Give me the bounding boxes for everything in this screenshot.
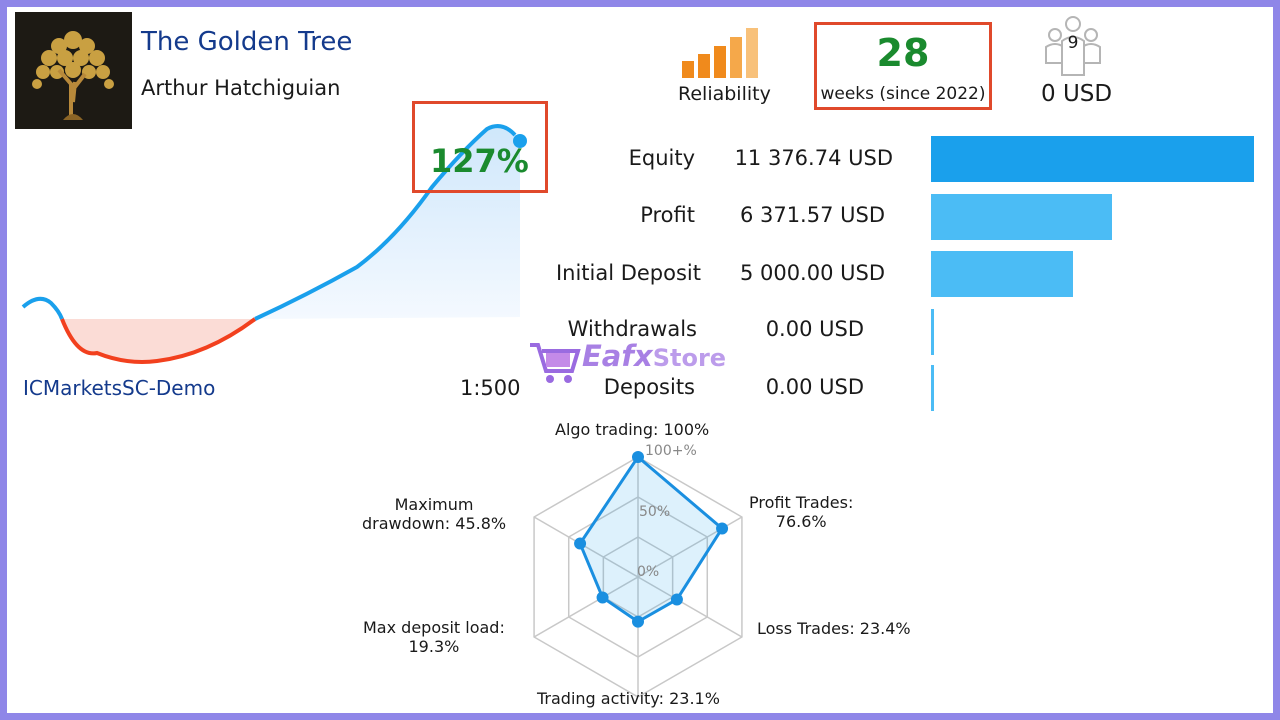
stat-value-withdrawals: 0.00 USD xyxy=(765,317,864,341)
weeks-number: 28 xyxy=(876,31,930,75)
stat-label-deposits: Deposits xyxy=(603,375,695,399)
weeks-counter-box: 28 weeks (since 2022) xyxy=(814,22,992,110)
drawdown-area xyxy=(62,319,255,362)
growth-endpoint[interactable] xyxy=(513,134,527,148)
growth-chart[interactable] xyxy=(7,107,537,377)
stat-bar-deposits xyxy=(931,365,934,411)
radar-spoke-5 xyxy=(533,516,639,578)
signal-card: The Golden Tree Arthur Hatchiguian Relia… xyxy=(7,7,1273,713)
radar-label-loss-trades: Loss Trades: 23.4% xyxy=(757,619,911,638)
radar-spoke-2 xyxy=(637,576,743,638)
radar-chart xyxy=(533,451,743,697)
radar-point-2[interactable] xyxy=(670,593,683,606)
radar-scale-0: 0% xyxy=(637,564,660,580)
stat-value-deposits: 0.00 USD xyxy=(765,375,864,399)
growth-line xyxy=(254,124,517,321)
watermark-brand: Eafx xyxy=(582,339,653,373)
stat-label-profit: Profit xyxy=(640,203,695,227)
radar-point-3[interactable] xyxy=(632,615,644,628)
subscribers-count: 9 xyxy=(1067,33,1079,53)
growth-area xyxy=(255,126,520,319)
golden-tree-icon xyxy=(15,12,132,129)
broker-server[interactable]: ICMarketsSC-Demo xyxy=(23,376,216,400)
stat-value-initial-deposit: 5 000.00 USD xyxy=(739,261,885,285)
radar-label-trading-activity: Trading activity: 23.1% xyxy=(537,689,720,708)
radar-scale-100: 100+% xyxy=(645,443,697,459)
drawdown-line xyxy=(60,317,257,364)
weeks-label: weeks (since 2022) xyxy=(820,84,986,104)
reliability-bars-icon xyxy=(682,28,758,78)
radar-label-algo-trading: Algo trading: 100% xyxy=(555,420,710,439)
growth-line-start xyxy=(21,296,64,320)
stat-bar-initial-deposit xyxy=(931,251,1073,297)
radar-point-1[interactable] xyxy=(716,522,729,535)
author-name[interactable]: Arthur Hatchiguian xyxy=(141,76,341,100)
signal-logo[interactable] xyxy=(15,12,132,129)
cart-icon xyxy=(530,343,581,383)
radar-label-profit-trades: Profit Trades: 76.6% xyxy=(749,493,854,531)
stat-label-withdrawals: Withdrawals xyxy=(567,317,697,341)
radar-spoke-4 xyxy=(533,576,639,638)
subscribers-icon xyxy=(1045,16,1101,76)
stat-value-profit: 6 371.57 USD xyxy=(739,203,885,227)
reliability-label: Reliability xyxy=(678,83,771,105)
stat-label-equity: Equity xyxy=(628,146,695,170)
leverage: 1:500 xyxy=(460,376,521,400)
growth-highlight-box: 127% xyxy=(412,101,548,193)
stat-bar-profit xyxy=(931,194,1112,240)
growth-percent: 127% xyxy=(430,142,529,180)
stat-bar-withdrawals xyxy=(931,309,934,355)
radar-point-5[interactable] xyxy=(574,537,587,550)
watermark-store: Store xyxy=(652,344,727,372)
subscription-price: 0 USD xyxy=(1041,81,1113,107)
stat-bar-equity xyxy=(931,136,1254,182)
stat-value-equity: 11 376.74 USD xyxy=(734,146,893,170)
stat-label-initial-deposit: Initial Deposit xyxy=(555,261,701,285)
radar-label-max-drawdown: Maximum drawdown: 45.8% xyxy=(362,495,507,533)
watermark: EafxStore xyxy=(582,339,726,373)
radar-label-max-deposit-load: Max deposit load: 19.3% xyxy=(363,618,505,656)
signal-title[interactable]: The Golden Tree xyxy=(141,27,353,57)
radar-point-0[interactable] xyxy=(632,451,644,463)
radar-scale-50: 50% xyxy=(639,504,671,520)
radar-point-4[interactable] xyxy=(596,591,609,604)
